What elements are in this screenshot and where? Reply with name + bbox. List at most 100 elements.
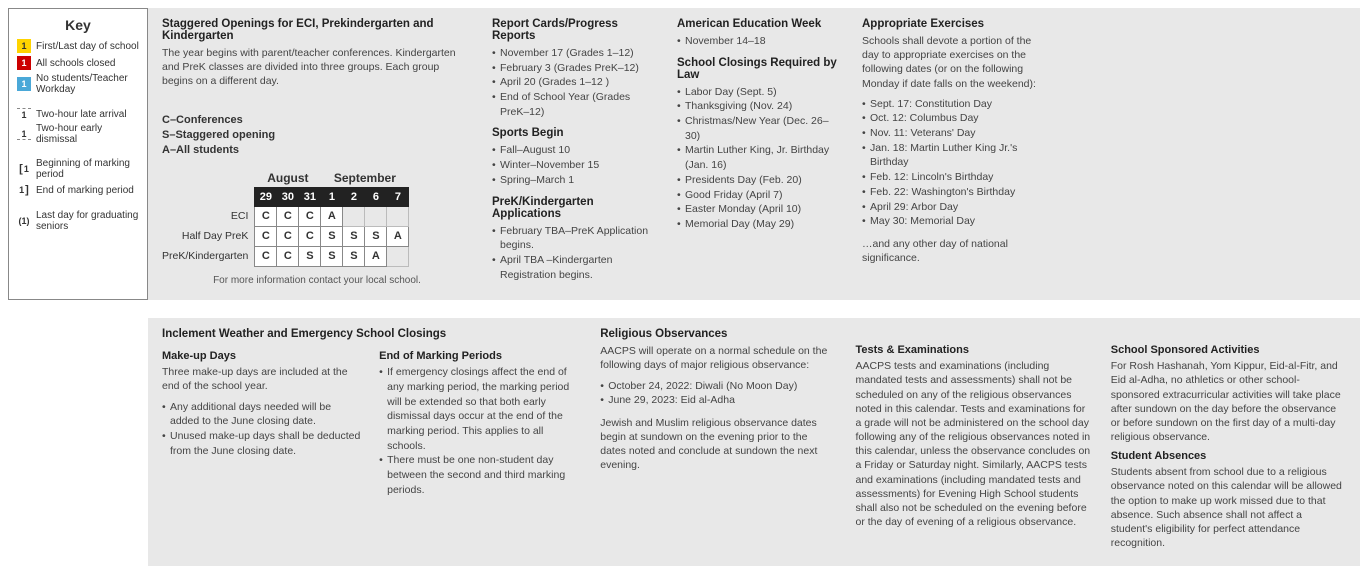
key-row: 1End of marking period	[17, 183, 139, 197]
list-item: Unused make-up days shall be deducted fr…	[162, 429, 363, 458]
bottom-spacer	[8, 318, 148, 566]
list-item: Sept. 17: Constitution Day	[862, 97, 1042, 112]
key-title: Key	[17, 17, 139, 33]
key-row: 1Last day for graduating seniors	[17, 210, 139, 232]
list-item: End of School Year (Grades PreK–12)	[492, 90, 657, 119]
sched-cell: S	[343, 226, 365, 246]
day-header: 31	[299, 187, 321, 206]
sched-cell: S	[321, 226, 343, 246]
sched-legend: C–Conferences S–Staggered opening A–All …	[162, 113, 302, 159]
edweek-col: American Education Week November 14–18 S…	[677, 18, 842, 290]
key-row: 1Two-hour late arrival	[17, 108, 139, 120]
religious-col2: Tests & Examinations AACPS tests and exa…	[855, 328, 1090, 556]
sched-cell: C	[277, 206, 299, 226]
list-item: Easter Monday (April 10)	[677, 202, 842, 217]
sched-cell: C	[277, 226, 299, 246]
sched-cell: S	[365, 226, 387, 246]
sched-footnote: For more information contact your local …	[162, 275, 472, 286]
list-item: Christmas/New Year (Dec. 26–30)	[677, 114, 842, 143]
amedweek-title: American Education Week	[677, 18, 842, 30]
list-item: Good Friday (April 7)	[677, 188, 842, 203]
sched-rowlabel: Half Day PreK	[162, 226, 255, 246]
legend-s: S–Staggered opening	[162, 128, 302, 143]
key-row: 1All schools closed	[17, 56, 139, 70]
key-swatch: 1	[17, 162, 31, 176]
religious-lead: AACPS will operate on a normal schedule …	[600, 344, 835, 372]
day-header: 29	[255, 187, 277, 206]
list-item: Fall–August 10	[492, 143, 657, 158]
list-item: Winter–November 15	[492, 158, 657, 173]
prek-apps-list: February TBA–PreK Application begins.Apr…	[492, 224, 657, 283]
list-item: Presidents Day (Feb. 20)	[677, 173, 842, 188]
sched-cell	[387, 206, 409, 226]
list-item: If emergency closings affect the end of …	[379, 365, 580, 453]
list-item: April 29: Arbor Day	[862, 200, 1042, 215]
legend-c: C–Conferences	[162, 113, 302, 128]
list-item: Memorial Day (May 29)	[677, 217, 842, 232]
day-header: 7	[387, 187, 409, 206]
sched-cell: C	[299, 206, 321, 226]
exercises-list: Sept. 17: Constitution DayOct. 12: Colum…	[862, 97, 1042, 229]
sports-title: Sports Begin	[492, 127, 657, 139]
month-sep: September	[321, 169, 409, 188]
key-swatch: 1	[17, 77, 31, 91]
report-cards-title: Report Cards/Progress Reports	[492, 18, 657, 42]
list-item: Oct. 12: Columbus Day	[862, 111, 1042, 126]
prek-apps-title: PreK/Kindergarten Applications	[492, 196, 657, 220]
religious-title: Religious Observances	[600, 328, 835, 340]
key-label: First/Last day of school	[36, 41, 139, 52]
makeup-list: Any additional days needed will be added…	[162, 400, 363, 459]
list-item: Thanksgiving (Nov. 24)	[677, 99, 842, 114]
list-item: November 17 (Grades 1–12)	[492, 46, 657, 61]
tests-head: Tests & Examinations	[855, 344, 1090, 356]
reports-col: Report Cards/Progress Reports November 1…	[492, 18, 657, 290]
day-header: 1	[321, 187, 343, 206]
list-item: Feb. 12: Lincoln's Birthday	[862, 170, 1042, 185]
list-item: October 24, 2022: Diwali (No Moon Day)	[600, 379, 835, 394]
inclement-title: Inclement Weather and Emergency School C…	[162, 328, 580, 340]
amedweek-list: November 14–18	[677, 34, 842, 49]
schedule-table: AugustSeptember2930311267ECICCCAHalf Day…	[162, 169, 409, 267]
sched-cell	[343, 206, 365, 226]
staggered-title: Staggered Openings for ECI, Prekindergar…	[162, 18, 472, 42]
sched-cell: S	[343, 246, 365, 266]
list-item: Nov. 11: Veterans' Day	[862, 126, 1042, 141]
closings-list: Labor Day (Sept. 5)Thanksgiving (Nov. 24…	[677, 85, 842, 232]
endmarking-head: End of Marking Periods	[379, 350, 580, 362]
sched-rowlabel: PreK/Kindergarten	[162, 246, 255, 266]
key-label: No students/Teacher Workday	[36, 73, 139, 95]
list-item: February TBA–PreK Application begins.	[492, 224, 657, 253]
key-swatch: 1	[17, 128, 31, 140]
key-row: 1 First/Last day of school	[17, 39, 139, 53]
legend-a: A–All students	[162, 143, 302, 158]
exercises-title: Appropriate Exercises	[862, 18, 1042, 30]
makeup-head: Make-up Days	[162, 350, 363, 362]
sched-cell: C	[255, 246, 277, 266]
key-swatch: 1	[17, 108, 31, 120]
tests-body: AACPS tests and examinations (including …	[855, 359, 1090, 529]
absences-head: Student Absences	[1111, 450, 1346, 462]
key-label: All schools closed	[36, 58, 115, 69]
sponsored-head: School Sponsored Activities	[1111, 344, 1346, 356]
list-item: Jan. 18: Martin Luther King Jr.'s Birthd…	[862, 141, 1042, 170]
key-swatch: 1	[17, 39, 31, 53]
key-row: 1 No students/Teacher Workday	[17, 73, 139, 95]
bottom-section: Inclement Weather and Emergency School C…	[8, 318, 1360, 566]
sched-cell	[387, 246, 409, 266]
report-cards-list: November 17 (Grades 1–12)February 3 (Gra…	[492, 46, 657, 119]
key-label: Beginning of marking period	[36, 158, 139, 180]
inclement-col: Inclement Weather and Emergency School C…	[162, 328, 580, 556]
religious-list: October 24, 2022: Diwali (No Moon Day)Ju…	[600, 379, 835, 408]
bottom-gray-panel: Inclement Weather and Emergency School C…	[148, 318, 1360, 566]
key-swatch: 1	[17, 214, 31, 228]
key-swatch: 1	[17, 183, 31, 197]
sched-cell	[365, 206, 387, 226]
exercises-tail: …and any other day of national significa…	[862, 237, 1042, 265]
month-aug: August	[255, 169, 321, 188]
list-item: Spring–March 1	[492, 173, 657, 188]
list-item: November 14–18	[677, 34, 842, 49]
staggered-desc: The year begins with parent/teacher conf…	[162, 46, 472, 89]
sched-cell: A	[321, 206, 343, 226]
sched-cell: C	[255, 206, 277, 226]
exercises-desc: Schools shall devote a portion of the da…	[862, 34, 1042, 91]
